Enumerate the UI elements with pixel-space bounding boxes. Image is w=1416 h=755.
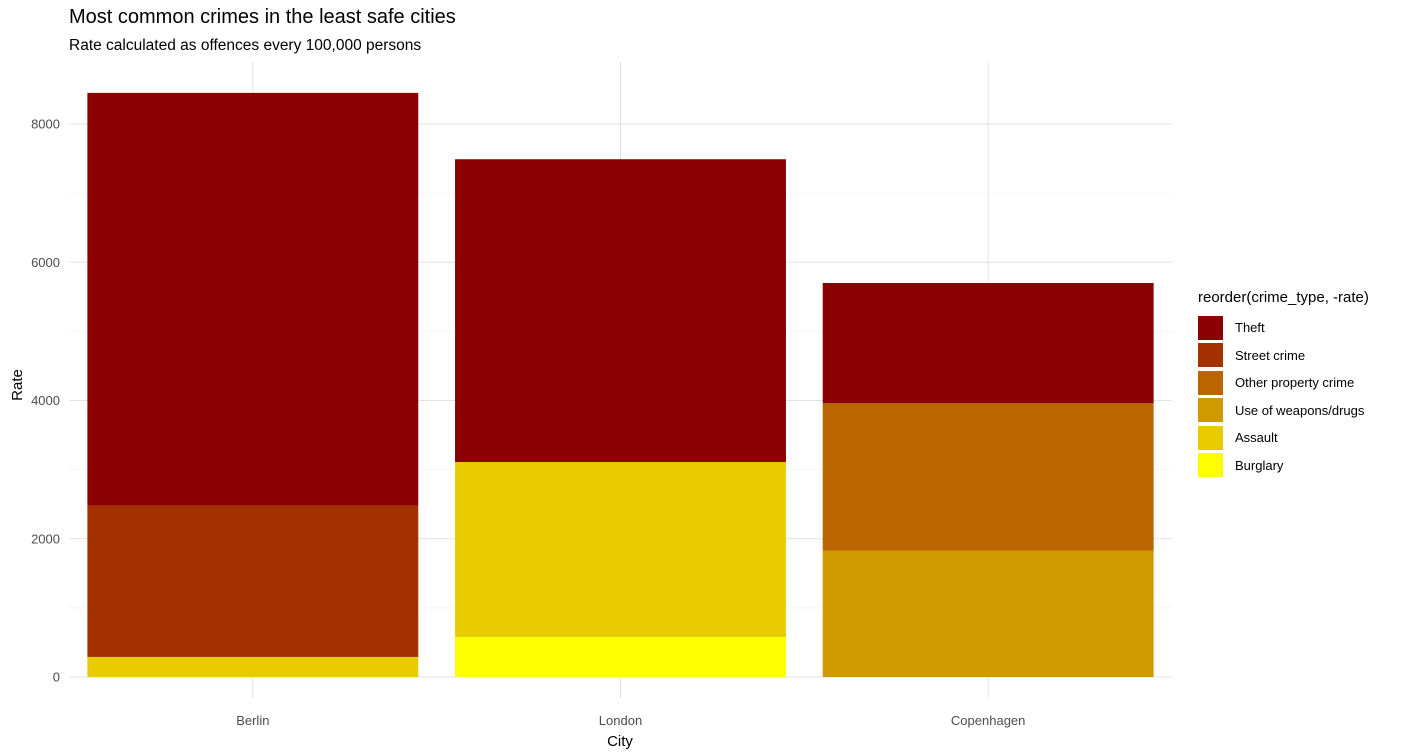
x-tick-label: London: [599, 713, 642, 728]
bar-london-burglary: [455, 636, 786, 677]
legend-swatch: [1198, 370, 1223, 395]
legend-label: Other property crime: [1235, 375, 1355, 391]
legend-label: Street crime: [1235, 347, 1306, 363]
legend-item: Street crime: [1198, 342, 1369, 370]
bar-copenhagen-theft: [822, 282, 1154, 404]
legend-item: Assault: [1198, 424, 1369, 452]
y-axis-title: Rate: [9, 369, 26, 401]
bar-london-theft: [455, 159, 786, 463]
legend-label: Theft: [1235, 320, 1265, 336]
chart-subtitle: Rate calculated as offences every 100,00…: [69, 37, 422, 54]
legend: reorder(crime_type, -rate) Theft Street c…: [1198, 289, 1369, 479]
bar-berlin-street-crime: [87, 505, 419, 657]
x-axis-ticks: Berlin London Copenhagen: [236, 713, 1025, 728]
legend-item: Burglary: [1198, 452, 1369, 480]
bars: [87, 92, 1154, 677]
y-axis-ticks: 0 2000 4000 6000 8000: [31, 117, 60, 685]
y-tick-label: 0: [53, 670, 60, 685]
legend-swatch: [1198, 315, 1223, 340]
x-axis-title: City: [607, 733, 633, 750]
legend-swatch: [1198, 343, 1223, 368]
legend-label: Burglary: [1235, 457, 1284, 473]
legend-item: Use of weapons/drugs: [1198, 397, 1369, 425]
legend-label: Use of weapons/drugs: [1235, 402, 1365, 418]
bar-berlin-theft: [87, 92, 419, 506]
y-tick-label: 4000: [31, 393, 60, 408]
y-tick-label: 6000: [31, 255, 60, 270]
x-tick-label: Copenhagen: [951, 713, 1025, 728]
y-tick-label: 8000: [31, 117, 60, 132]
legend-item: Theft: [1198, 314, 1369, 342]
bar-berlin-assault: [87, 656, 419, 677]
legend-label: Assault: [1235, 430, 1278, 446]
legend-title: reorder(crime_type, -rate): [1198, 289, 1369, 306]
legend-item: Other property crime: [1198, 369, 1369, 397]
legend-swatch: [1198, 425, 1223, 450]
chart-title: Most common crimes in the least safe cit…: [69, 6, 456, 28]
y-tick-label: 2000: [31, 531, 60, 546]
bar-copenhagen-use-of-weapons-drugs: [822, 550, 1154, 677]
x-tick-label: Berlin: [236, 713, 269, 728]
legend-swatch: [1198, 453, 1223, 478]
bar-london-assault: [455, 462, 786, 637]
legend-swatch: [1198, 398, 1223, 423]
bar-copenhagen-other-property-crime: [822, 403, 1154, 551]
